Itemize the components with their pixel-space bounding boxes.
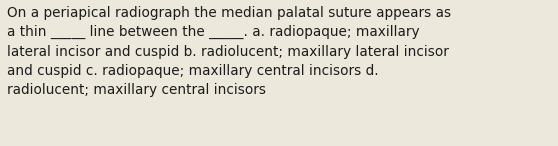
Text: On a periapical radiograph the median palatal suture appears as
a thin _____ lin: On a periapical radiograph the median pa… [7,6,451,97]
